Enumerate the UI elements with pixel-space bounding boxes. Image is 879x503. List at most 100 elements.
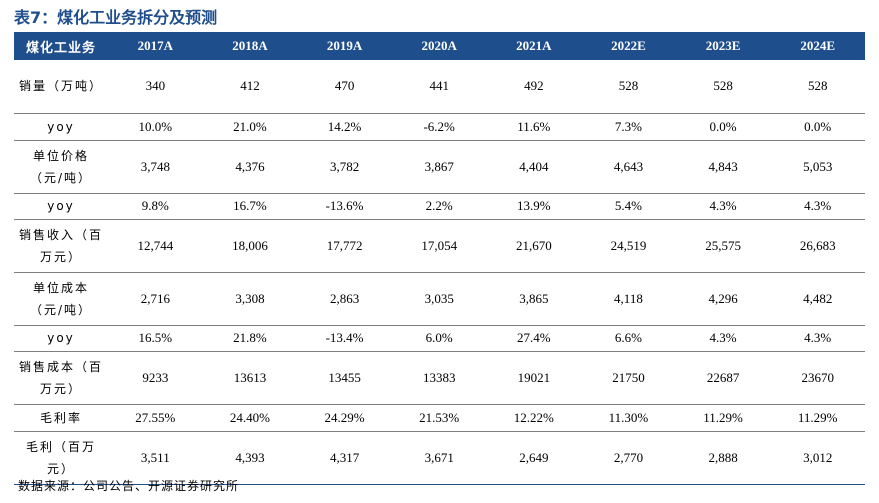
- table-cell: 3,782: [297, 140, 392, 194]
- table-row: yoy 16.5% 21.8% -13.4% 6.0% 27.4% 6.6% 4.3% 4.3%: [14, 325, 865, 352]
- coal-chemical-forecast-table: 煤化工业务 2017A 2018A 2019A 2020A 2021A 2022…: [14, 32, 865, 485]
- table-cell: 2,863: [297, 272, 392, 326]
- table-cell: 26,683: [770, 219, 865, 273]
- table-cell: 13.9%: [486, 193, 582, 220]
- table-cell: 21.0%: [202, 113, 298, 141]
- row-label: 毛利率: [14, 404, 108, 432]
- table-cell: 13613: [202, 351, 298, 405]
- table-cell: 16.7%: [202, 193, 298, 220]
- table-cell: 13455: [297, 351, 392, 405]
- table-cell: 3,867: [391, 140, 487, 194]
- row-label: 单位价格（元/吨）: [14, 140, 108, 194]
- table-cell: 24,519: [581, 219, 676, 273]
- table-cell: 25,575: [675, 219, 771, 273]
- table-row: 毛利率 27.55% 24.40% 24.29% 21.53% 12.22% 11.30% 1…: [14, 404, 865, 432]
- table-cell: 2.2%: [391, 193, 487, 220]
- table-cell: 27.4%: [486, 325, 582, 352]
- header-col: 2018A: [202, 32, 298, 60]
- table-cell: 492: [486, 60, 582, 114]
- table-cell: 24.29%: [297, 404, 392, 432]
- table-cell: 4,393: [202, 431, 298, 485]
- table-cell: 9233: [108, 351, 203, 405]
- table-cell: 3,748: [108, 140, 203, 194]
- table-cell: 13383: [391, 351, 487, 405]
- table-cell: 3,865: [486, 272, 582, 326]
- table-row: 单位成本（元/吨） 2,716 3,308 2,863 3,035 3,865 4,118 4…: [14, 272, 865, 326]
- table-cell: 18,006: [202, 219, 298, 273]
- table-row: yoy 10.0% 21.0% 14.2% -6.2% 11.6% 7.3% 0.0% 0.0%: [14, 113, 865, 141]
- header-col: 2024E: [770, 32, 865, 60]
- table-cell: 0.0%: [770, 113, 865, 141]
- table-cell: 528: [581, 60, 676, 114]
- table-cell: 2,770: [581, 431, 676, 485]
- header-col: 2022E: [581, 32, 676, 60]
- table-cell: 412: [202, 60, 298, 114]
- table-cell: 340: [108, 60, 203, 114]
- table-cell: 2,888: [675, 431, 771, 485]
- table-cell: 5,053: [770, 140, 865, 194]
- header-col: 2023E: [675, 32, 771, 60]
- table-cell: 4,118: [581, 272, 676, 326]
- table-cell: 12.22%: [486, 404, 582, 432]
- table-cell: -13.4%: [297, 325, 392, 352]
- header-row: 煤化工业务 2017A 2018A 2019A 2020A 2021A 2022…: [14, 32, 865, 60]
- table-cell: 17,772: [297, 219, 392, 273]
- table-cell: -6.2%: [391, 113, 487, 141]
- data-source-note: 数据来源：公司公告、开源证券研究所: [18, 479, 240, 493]
- row-label: 销售收入（百万元）: [14, 219, 108, 273]
- table-cell: 3,511: [108, 431, 203, 485]
- table-cell: 21.8%: [202, 325, 298, 352]
- table-cell: 21750: [581, 351, 676, 405]
- table-cell: 12,744: [108, 219, 203, 273]
- table-cell: 528: [675, 60, 771, 114]
- header-col: 2020A: [391, 32, 487, 60]
- header-col: 2017A: [108, 32, 203, 60]
- table-cell: 27.55%: [108, 404, 203, 432]
- table-cell: -13.6%: [297, 193, 392, 220]
- table-row: 销售成本（百万元） 9233 13613 13455 13383 19021 21750 22…: [14, 351, 865, 405]
- row-label: yoy: [14, 113, 108, 141]
- table-cell: 9.8%: [108, 193, 203, 220]
- table-cell: 11.6%: [486, 113, 582, 141]
- table-cell: 3,671: [391, 431, 487, 485]
- table-cell: 4,317: [297, 431, 392, 485]
- table-cell: 19021: [486, 351, 582, 405]
- table-title: 表7：煤化工业务拆分及预测: [14, 8, 218, 27]
- table-cell: 10.0%: [108, 113, 203, 141]
- row-label: 单位成本（元/吨）: [14, 272, 108, 326]
- table-cell: 4,843: [675, 140, 771, 194]
- table-cell: 470: [297, 60, 392, 114]
- table-cell: 11.29%: [770, 404, 865, 432]
- table-cell: 3,035: [391, 272, 487, 326]
- row-label: yoy: [14, 193, 108, 220]
- table-cell: 4,376: [202, 140, 298, 194]
- table-cell: 4,643: [581, 140, 676, 194]
- table-row: 单位价格（元/吨） 3,748 4,376 3,782 3,867 4,404 4,643 4…: [14, 140, 865, 194]
- table-cell: 11.29%: [675, 404, 771, 432]
- row-label: 毛利（百万元）: [14, 431, 108, 485]
- row-label: yoy: [14, 325, 108, 352]
- table-cell: 23670: [770, 351, 865, 405]
- table-cell: 528: [770, 60, 865, 114]
- table-cell: 4.3%: [675, 325, 771, 352]
- table-cell: 4,404: [486, 140, 582, 194]
- table-cell: 21.53%: [391, 404, 487, 432]
- table-row: yoy 9.8% 16.7% -13.6% 2.2% 13.9% 5.4% 4.3% 4.3%: [14, 193, 865, 220]
- table-cell: 4,482: [770, 272, 865, 326]
- table-row: 销售收入（百万元） 12,744 18,006 17,772 17,054 21,670 2…: [14, 219, 865, 273]
- table-cell: 6.0%: [391, 325, 487, 352]
- table-cell: 17,054: [391, 219, 487, 273]
- table-cell: 0.0%: [675, 113, 771, 141]
- table-cell: 4.3%: [770, 325, 865, 352]
- table-row: 销量（万吨） 340 412 470 441 492 528 528 528: [14, 60, 865, 114]
- row-label: 销售成本（百万元）: [14, 351, 108, 405]
- table-cell: 24.40%: [202, 404, 298, 432]
- table-cell: 6.6%: [581, 325, 676, 352]
- table-cell: 16.5%: [108, 325, 203, 352]
- header-row-label: 煤化工业务: [14, 32, 108, 60]
- table-cell: 7.3%: [581, 113, 676, 141]
- header-col: 2021A: [486, 32, 582, 60]
- table-cell: 2,649: [486, 431, 582, 485]
- table-cell: 2,716: [108, 272, 203, 326]
- header-col: 2019A: [297, 32, 392, 60]
